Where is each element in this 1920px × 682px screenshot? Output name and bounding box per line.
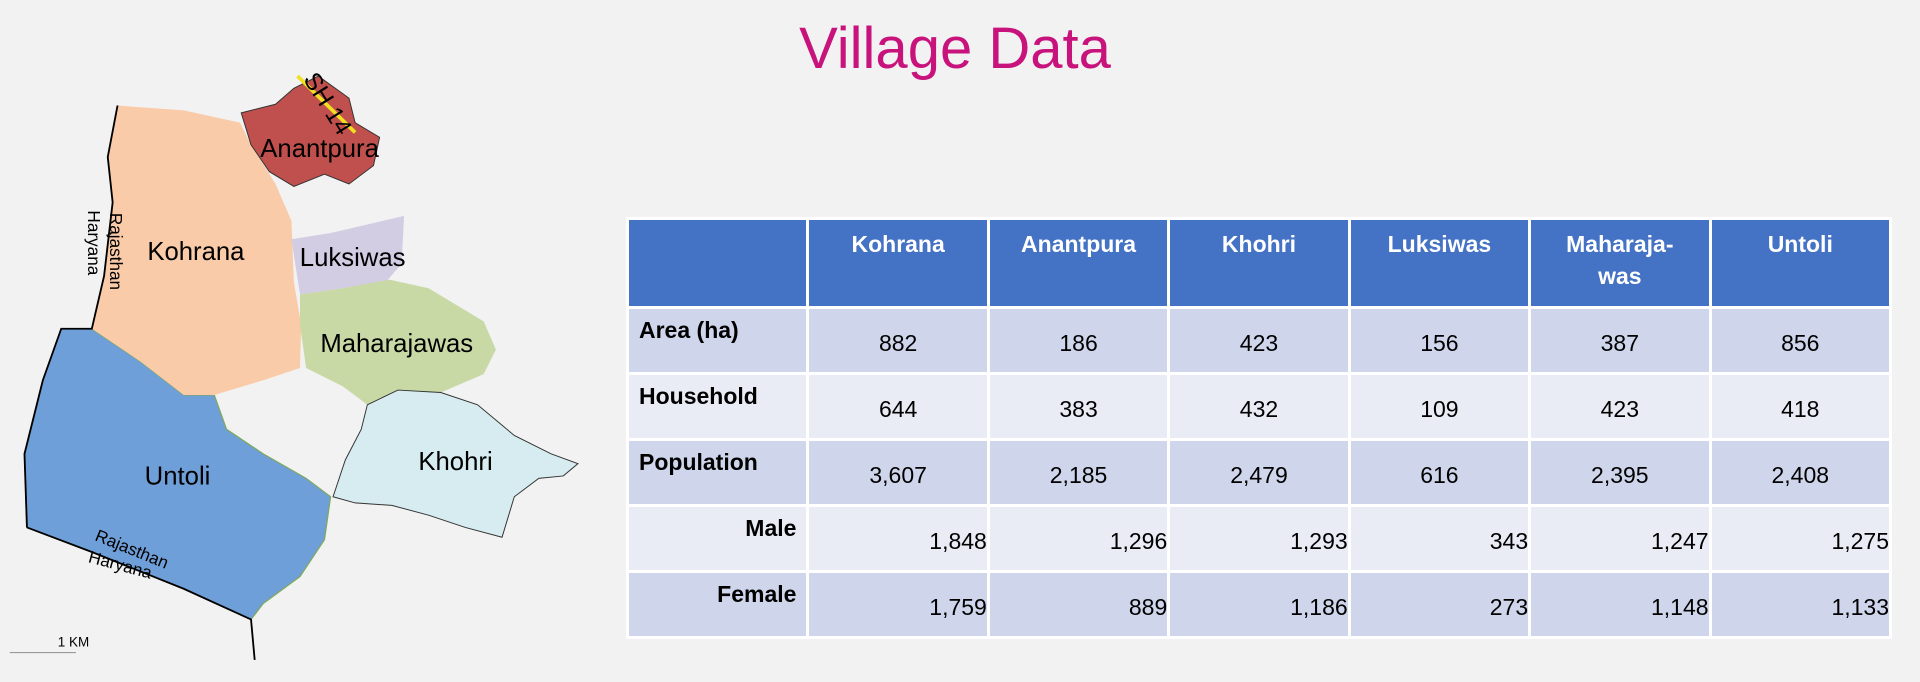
- cell-value: 423: [1528, 372, 1712, 441]
- cell-value: 616: [1347, 438, 1532, 507]
- cell-value: 1,293: [1167, 504, 1351, 573]
- cell-value: 1,247: [1528, 504, 1712, 573]
- region-label: Kohrana: [147, 238, 245, 266]
- cell-value: 2,479: [1167, 438, 1351, 507]
- cell-value: 156: [1347, 306, 1532, 375]
- cell-value: 186: [986, 306, 1171, 375]
- cell-value: 1,133: [1708, 570, 1893, 639]
- cell-value: 3,607: [806, 438, 990, 507]
- village-table: Kohrana Anantpura Khohri Luksiwas Maharaja- …: [625, 217, 1893, 639]
- cell-value: 1,296: [986, 504, 1171, 573]
- region-label: Luksiwas: [300, 244, 406, 272]
- state-border: [26, 526, 256, 661]
- cell-value: 387: [1528, 306, 1712, 375]
- cell-value: 2,395: [1528, 438, 1712, 507]
- region-khohri: [332, 389, 579, 538]
- border-label: Rajasthan: [106, 213, 126, 290]
- column-header: Untoli: [1708, 217, 1893, 309]
- cell-value: 418: [1708, 372, 1893, 441]
- road: [296, 74, 357, 134]
- table-row: Male 1,848 1,296 1,293 343 1,247 1,275: [625, 504, 1893, 573]
- cell-value: 343: [1347, 504, 1532, 573]
- table-row: Area (ha) 882 186 423 156 387 856: [625, 306, 1893, 375]
- header-row: Kohrana Anantpura Khohri Luksiwas Maharaja- …: [625, 217, 1893, 309]
- cell-value: 1,275: [1708, 504, 1893, 573]
- cell-value: 644: [806, 372, 990, 441]
- cell-value: 1,186: [1167, 570, 1351, 639]
- cell-value: 1,759: [806, 570, 990, 639]
- region-anantpura: [240, 75, 381, 187]
- row-label: Household: [625, 372, 810, 441]
- cell-value: 2,185: [986, 438, 1171, 507]
- region-label: Khohri: [418, 448, 492, 476]
- cell-value: 432: [1167, 372, 1351, 441]
- cell-value: 856: [1708, 306, 1893, 375]
- cell-value: 383: [986, 372, 1171, 441]
- cell-value: 423: [1167, 306, 1351, 375]
- cell-value: 2,408: [1708, 438, 1893, 507]
- table-row: Population 3,607 2,185 2,479 616 2,395 2,408: [625, 438, 1893, 507]
- table-row: Female 1,759 889 1,186 273 1,148 1,133: [625, 570, 1893, 639]
- cell-value: 882: [806, 306, 990, 375]
- table-body: Area (ha) 882 186 423 156 387 856 Household 644 3…: [625, 306, 1893, 639]
- column-header: Maharaja- was: [1528, 217, 1712, 309]
- region-label: Maharajawas: [320, 330, 473, 358]
- slide-title: Village Data: [799, 16, 1111, 81]
- column-header: Khohri: [1167, 217, 1351, 309]
- region-kohrana: [91, 105, 302, 395]
- column-header: Luksiwas: [1347, 217, 1532, 309]
- row-label: Male: [625, 504, 810, 573]
- cell-value: 1,848: [806, 504, 990, 573]
- region-luksiwas: [291, 215, 405, 295]
- cell-value: 889: [986, 570, 1171, 639]
- column-header: Kohrana: [806, 217, 990, 309]
- scale-label: 1 KM: [58, 634, 89, 649]
- cell-value: 273: [1347, 570, 1532, 639]
- column-header: Anantpura: [986, 217, 1171, 309]
- row-label: Female: [625, 570, 810, 639]
- row-label: Population: [625, 438, 810, 507]
- cell-value: 1,148: [1528, 570, 1712, 639]
- table-row: Household 644 383 432 109 423 418: [625, 372, 1893, 441]
- border-label: Haryana: [84, 210, 104, 275]
- corner-cell: [625, 217, 810, 309]
- row-label: Area (ha): [625, 306, 810, 375]
- cell-value: 109: [1347, 372, 1532, 441]
- region-label: Untoli: [145, 462, 211, 490]
- region-maharajawas: [300, 279, 496, 405]
- region-label: Anantpura: [260, 135, 379, 163]
- state-border: [23, 105, 119, 528]
